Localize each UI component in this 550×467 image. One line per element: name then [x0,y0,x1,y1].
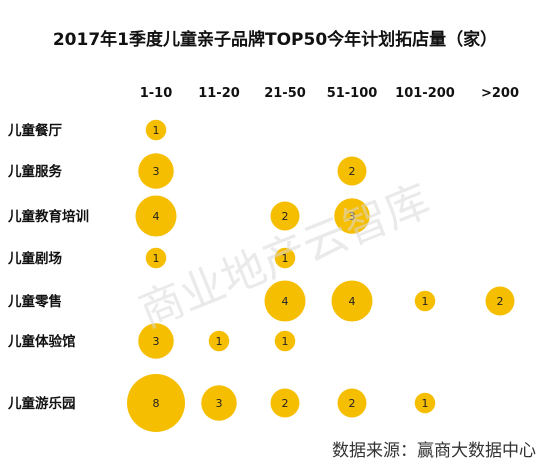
bubble-circle [414,290,436,312]
bubble-value: 4 [282,295,289,308]
bubble: 1 [274,330,296,352]
bubble-value: 1 [153,252,160,265]
bubble-value: 1 [216,335,223,348]
bubble-circle [331,280,373,322]
column-label: 101-200 [395,86,455,101]
bubble: 1 [274,247,296,269]
row-label: 儿童剧场 [7,250,62,267]
bubble-value: 1 [282,252,289,265]
column-label: 11-20 [198,86,240,101]
bubble: 1 [145,119,167,141]
bubble-circle [485,286,515,316]
row-label: 儿童游乐园 [7,395,76,412]
bubble-circle [208,330,230,352]
bubble-circle [201,385,237,421]
bubble-value: 1 [422,397,429,410]
bubble-circle [270,388,300,418]
bubble: 1 [145,247,167,269]
bubble-circle [135,195,177,237]
bubble-value: 2 [349,165,356,178]
bubble-value: 2 [282,397,289,410]
bubble: 2 [485,286,515,316]
bubble-circle [270,201,300,231]
bubble: 1 [414,290,436,312]
column-label: 51-100 [327,86,378,101]
row-label: 儿童服务 [7,163,62,180]
bubble-value: 4 [349,295,356,308]
bubble-value: 2 [282,210,289,223]
bubble: 3 [201,385,237,421]
bubble-circle [274,330,296,352]
row-label: 儿童教育培训 [7,208,89,225]
bubble-circle [334,198,370,234]
bubble-value: 3 [349,210,356,223]
row-label: 儿童餐厅 [7,122,62,139]
bubbles: 1 3 2 4 2 3 1 1 4 4 1 2 3 1 1 8 3 2 2 1 [127,119,515,432]
bubble-value: 2 [497,295,504,308]
bubble-circle [337,388,367,418]
bubble: 4 [331,280,373,322]
column-label: >200 [481,86,519,101]
bubble-circle [127,374,185,432]
column-label: 21-50 [264,86,306,101]
bubble: 2 [270,388,300,418]
bubble: 2 [270,201,300,231]
bubble-value: 4 [153,210,160,223]
bubble-circle [145,119,167,141]
bubble: 3 [138,153,174,189]
row-label: 儿童体验馆 [7,333,76,350]
bubble-circle [264,280,306,322]
bubble: 4 [135,195,177,237]
bubble-value: 3 [153,165,160,178]
bubble: 8 [127,374,185,432]
bubble: 3 [138,323,174,359]
bubble-value: 2 [349,397,356,410]
column-label: 1-10 [140,86,173,101]
chart-title: 2017年1季度儿童亲子品牌TOP50今年计划拓店量（家） [53,29,497,50]
row-label: 儿童零售 [7,293,62,310]
bubble: 1 [414,392,436,414]
bubble-circle [274,247,296,269]
bubble-value: 1 [422,295,429,308]
bubble-circle [145,247,167,269]
bubble-value: 3 [216,397,223,410]
bubble-value: 3 [153,335,160,348]
bubble: 2 [337,156,367,186]
data-source-note: 数据来源：赢商大数据中心 [332,441,536,461]
bubble-circle [414,392,436,414]
bubble-value: 1 [282,335,289,348]
bubble: 3 [334,198,370,234]
bubble-circle [337,156,367,186]
bubble: 4 [264,280,306,322]
bubble-value: 8 [153,397,160,410]
bubble-circle [138,153,174,189]
column-labels: 1-10 11-20 21-50 51-100 101-200 >200 [140,86,519,101]
bubble-circle [138,323,174,359]
bubble: 1 [208,330,230,352]
bubble-value: 1 [153,124,160,137]
bubble: 2 [337,388,367,418]
